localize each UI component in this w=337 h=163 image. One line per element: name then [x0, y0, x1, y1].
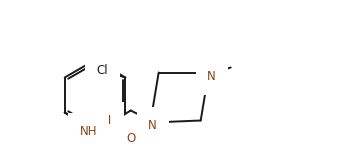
- Text: NH: NH: [80, 125, 97, 138]
- Text: H₂N: H₂N: [90, 114, 113, 127]
- Text: N: N: [148, 119, 157, 132]
- Text: N: N: [207, 70, 216, 83]
- Text: O: O: [126, 132, 135, 145]
- Text: Cl: Cl: [96, 64, 108, 77]
